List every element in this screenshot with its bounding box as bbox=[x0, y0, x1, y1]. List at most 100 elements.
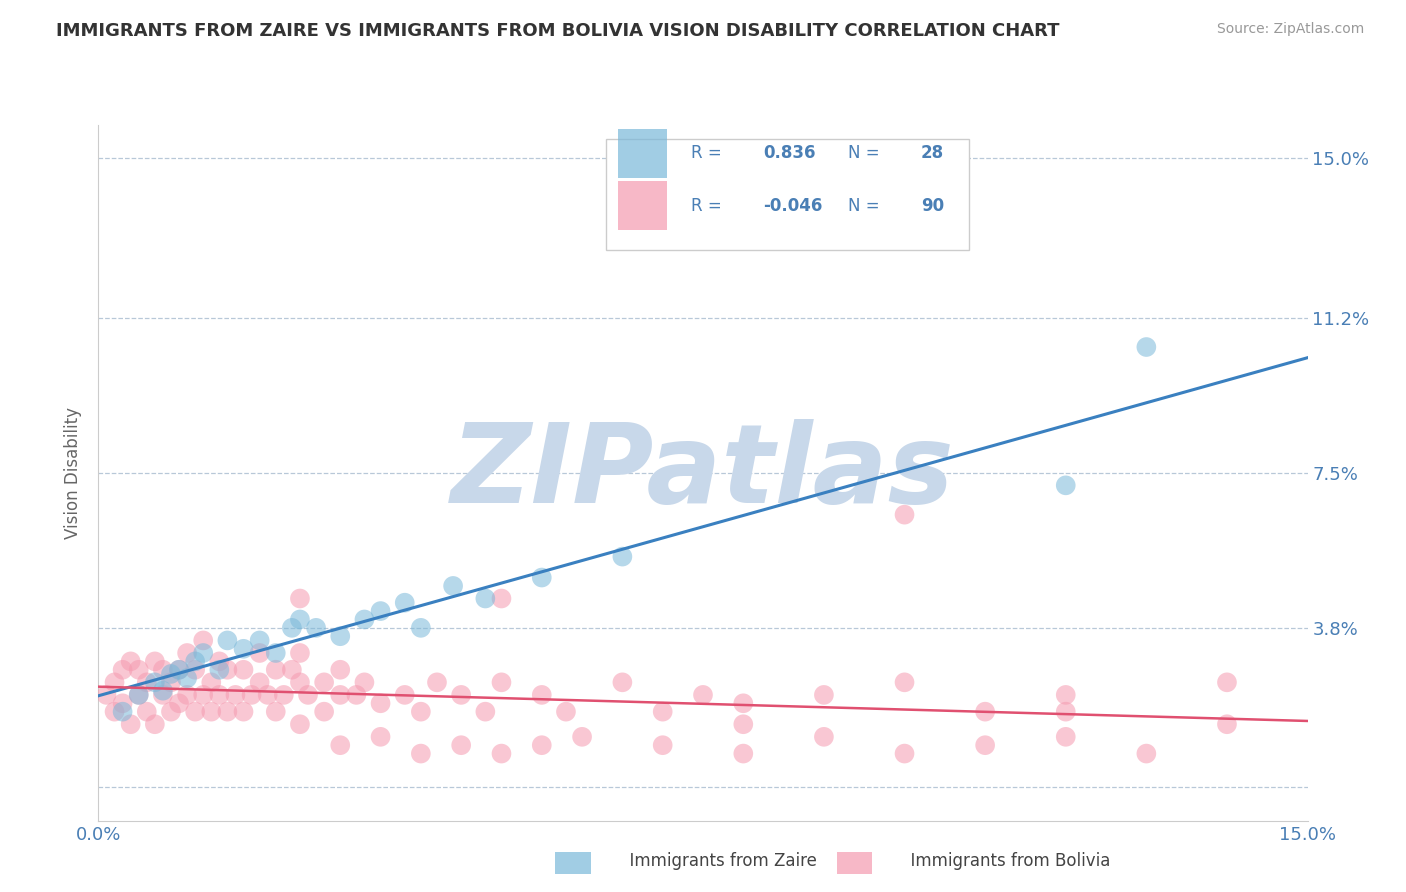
Point bbox=[813, 688, 835, 702]
Point bbox=[200, 705, 222, 719]
FancyBboxPatch shape bbox=[606, 139, 969, 250]
Point bbox=[692, 688, 714, 702]
Point bbox=[249, 633, 271, 648]
Text: Immigrants from Zaire: Immigrants from Zaire bbox=[619, 852, 817, 870]
Point bbox=[1216, 675, 1239, 690]
Point bbox=[232, 663, 254, 677]
Point bbox=[96, 688, 118, 702]
Point bbox=[249, 675, 271, 690]
Point bbox=[394, 688, 416, 702]
FancyBboxPatch shape bbox=[619, 181, 666, 230]
Point bbox=[394, 596, 416, 610]
Point bbox=[612, 549, 634, 564]
Point bbox=[474, 705, 496, 719]
Point bbox=[426, 675, 449, 690]
Point bbox=[491, 675, 513, 690]
Point bbox=[217, 705, 239, 719]
Point bbox=[208, 663, 231, 677]
Point bbox=[143, 717, 166, 731]
Point bbox=[1054, 730, 1077, 744]
Point bbox=[370, 604, 392, 618]
Text: ZIPatlas: ZIPatlas bbox=[451, 419, 955, 526]
Point bbox=[733, 717, 755, 731]
Point bbox=[329, 688, 352, 702]
Point bbox=[249, 646, 271, 660]
Point bbox=[409, 621, 432, 635]
Point bbox=[217, 663, 239, 677]
Point bbox=[273, 688, 295, 702]
Point bbox=[893, 675, 915, 690]
Point bbox=[184, 663, 207, 677]
Point bbox=[120, 717, 142, 731]
Point bbox=[103, 675, 125, 690]
Point bbox=[1135, 747, 1157, 761]
Point bbox=[450, 738, 472, 752]
Point bbox=[353, 675, 375, 690]
Point bbox=[200, 675, 222, 690]
Point bbox=[281, 663, 304, 677]
Point bbox=[281, 621, 304, 635]
Point bbox=[441, 579, 464, 593]
Point bbox=[176, 671, 198, 685]
Point bbox=[143, 675, 166, 690]
Point bbox=[288, 591, 311, 606]
Point bbox=[167, 663, 190, 677]
Point bbox=[193, 633, 215, 648]
Point bbox=[893, 508, 915, 522]
Point bbox=[329, 663, 352, 677]
Point bbox=[314, 705, 336, 719]
Point bbox=[160, 705, 183, 719]
Point bbox=[370, 696, 392, 710]
Point bbox=[143, 654, 166, 668]
FancyBboxPatch shape bbox=[619, 129, 666, 178]
Point bbox=[152, 683, 174, 698]
Point bbox=[288, 717, 311, 731]
Text: N =: N = bbox=[848, 197, 880, 215]
Point bbox=[176, 646, 198, 660]
Point bbox=[193, 646, 215, 660]
Point bbox=[353, 612, 375, 626]
Point bbox=[491, 747, 513, 761]
Point bbox=[152, 688, 174, 702]
Point bbox=[232, 641, 254, 656]
Point bbox=[128, 688, 150, 702]
Point bbox=[555, 705, 578, 719]
Text: N =: N = bbox=[848, 145, 880, 162]
Point bbox=[208, 654, 231, 668]
Point bbox=[184, 705, 207, 719]
Point bbox=[813, 730, 835, 744]
Point bbox=[974, 705, 997, 719]
Point bbox=[217, 633, 239, 648]
Y-axis label: Vision Disability: Vision Disability bbox=[65, 407, 83, 539]
Point bbox=[264, 705, 287, 719]
Point bbox=[160, 675, 183, 690]
Point bbox=[450, 688, 472, 702]
Point bbox=[288, 612, 311, 626]
Point bbox=[409, 747, 432, 761]
Point bbox=[111, 663, 134, 677]
Point bbox=[297, 688, 319, 702]
Point bbox=[152, 663, 174, 677]
Point bbox=[288, 646, 311, 660]
Point bbox=[224, 688, 246, 702]
Point bbox=[651, 738, 673, 752]
Text: 90: 90 bbox=[921, 197, 943, 215]
Point bbox=[329, 629, 352, 643]
Text: 0.836: 0.836 bbox=[763, 145, 815, 162]
Point bbox=[530, 738, 553, 752]
Point bbox=[651, 705, 673, 719]
Point bbox=[409, 705, 432, 719]
Point bbox=[232, 705, 254, 719]
Point bbox=[733, 747, 755, 761]
Text: -0.046: -0.046 bbox=[763, 197, 823, 215]
Point bbox=[288, 675, 311, 690]
Point bbox=[305, 621, 328, 635]
Point bbox=[240, 688, 263, 702]
Point bbox=[1054, 688, 1077, 702]
Point bbox=[1054, 478, 1077, 492]
Point bbox=[167, 696, 190, 710]
Point bbox=[530, 570, 553, 584]
Text: Immigrants from Bolivia: Immigrants from Bolivia bbox=[900, 852, 1111, 870]
Text: IMMIGRANTS FROM ZAIRE VS IMMIGRANTS FROM BOLIVIA VISION DISABILITY CORRELATION C: IMMIGRANTS FROM ZAIRE VS IMMIGRANTS FROM… bbox=[56, 22, 1060, 40]
Text: 28: 28 bbox=[921, 145, 943, 162]
